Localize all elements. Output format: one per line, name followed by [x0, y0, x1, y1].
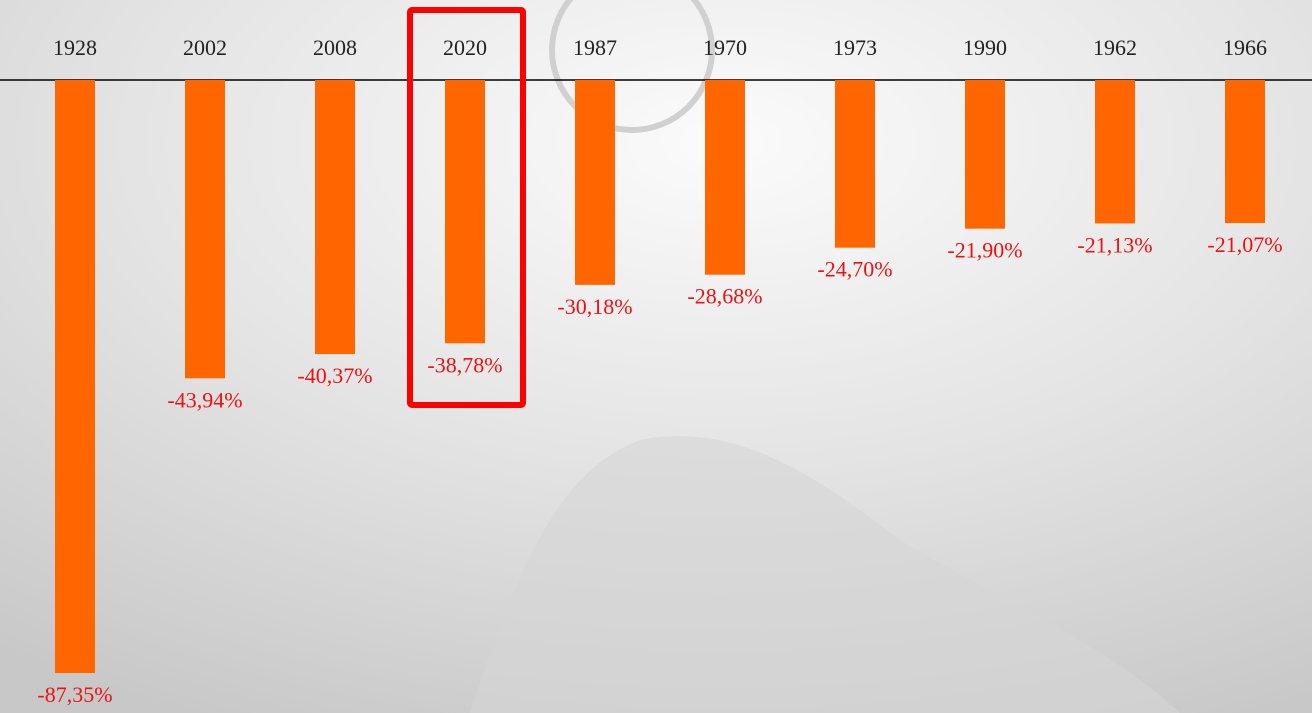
value-label: -21,07%: [1207, 232, 1282, 257]
bar: [185, 80, 225, 378]
value-label: -21,90%: [947, 238, 1022, 263]
value-label: -21,13%: [1077, 232, 1152, 257]
bar: [1095, 80, 1135, 223]
bar: [575, 80, 615, 285]
value-label: -87,35%: [37, 682, 112, 707]
x-tick-label: 1962: [1093, 35, 1137, 60]
value-label: -24,70%: [817, 257, 892, 282]
x-tick-label: 1966: [1223, 35, 1267, 60]
x-tick-label: 2008: [313, 35, 357, 60]
bar: [1225, 80, 1265, 223]
x-tick-label: 1928: [53, 35, 97, 60]
chart: 1928 -87,35% 2002 -43,94% 2008 -40,37% 2020 -38…: [0, 0, 1312, 713]
value-label: -28,68%: [687, 284, 762, 309]
x-tick-label: 2002: [183, 35, 227, 60]
bar: [55, 80, 95, 673]
value-label: -30,18%: [557, 294, 632, 319]
x-tick-label: 1973: [833, 35, 877, 60]
bar: [835, 80, 875, 248]
value-label: -40,37%: [297, 363, 372, 388]
bar: [445, 80, 485, 343]
x-tick-label: 1987: [573, 35, 617, 60]
bar: [705, 80, 745, 275]
bar: [965, 80, 1005, 229]
value-label: -38,78%: [427, 352, 502, 377]
x-tick-label: 2020: [443, 35, 487, 60]
value-label: -43,94%: [167, 387, 242, 412]
x-tick-label: 1970: [703, 35, 747, 60]
bar: [315, 80, 355, 354]
page: 1928 -87,35% 2002 -43,94% 2008 -40,37% 2020 -38…: [0, 0, 1312, 713]
x-tick-label: 1990: [963, 35, 1007, 60]
